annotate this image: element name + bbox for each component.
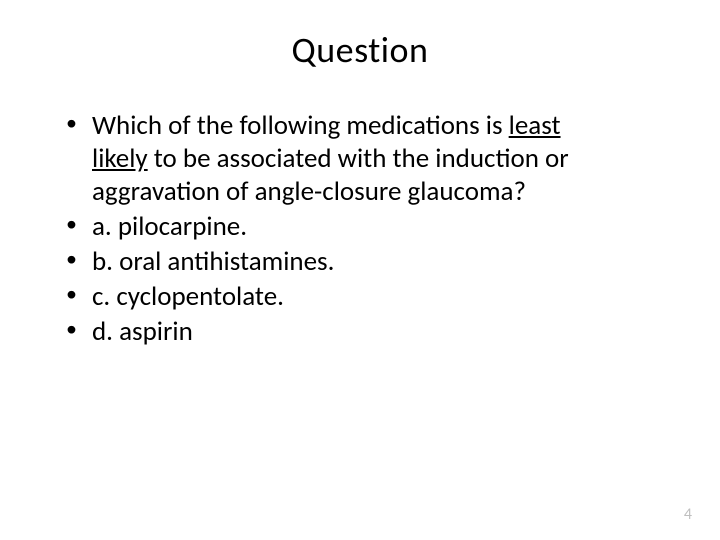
option-d: d. aspirin xyxy=(92,316,670,349)
option-c: c. cyclopentolate. xyxy=(92,281,670,314)
option-b: b. oral antihistamines. xyxy=(92,246,670,279)
question-text-pre: Which of the following medications is xyxy=(92,109,509,142)
question-text-post: to be associated with the induction or a… xyxy=(92,142,569,208)
question-bullet: Which of the following medications is le… xyxy=(92,110,670,209)
page-number: 4 xyxy=(684,505,692,524)
slide: Question Which of the following medicati… xyxy=(0,0,720,540)
slide-title: Question xyxy=(50,28,670,72)
question-underlined-1: least xyxy=(509,109,561,142)
question-underlined-2: likely xyxy=(92,142,148,175)
option-a: a. pilocarpine. xyxy=(92,211,670,244)
bullet-list: Which of the following medications is le… xyxy=(50,110,670,349)
